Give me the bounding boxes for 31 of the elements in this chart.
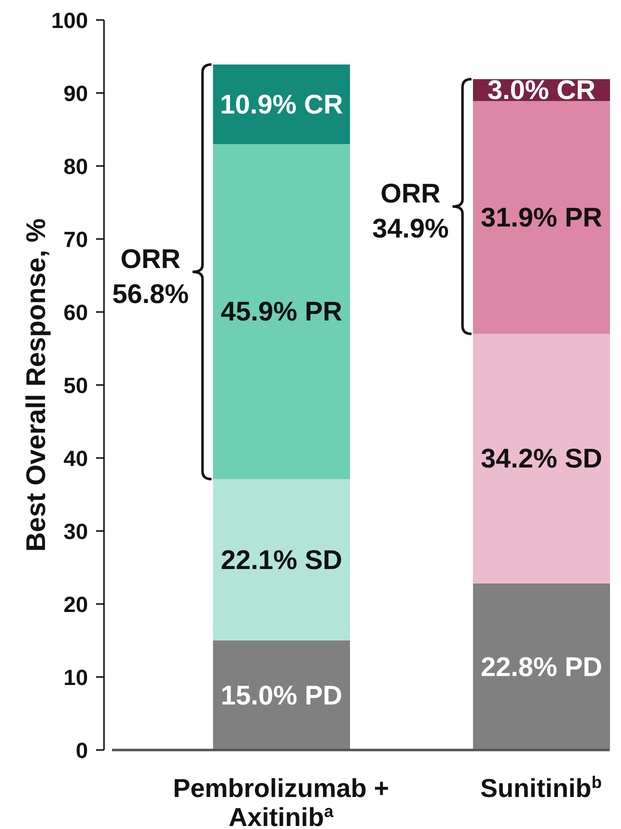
bar [473, 101, 610, 334]
y-tick-label: 50 [64, 372, 88, 398]
y-tick-label: 70 [64, 226, 88, 252]
annotation: ORR 56.8% [112, 244, 189, 309]
data-label: 22.8% PD [480, 652, 602, 682]
y-tick-label: 90 [64, 80, 88, 106]
y-tick-label: 30 [64, 518, 88, 544]
y-tick-label: 60 [64, 300, 88, 325]
bar [213, 640, 350, 750]
data-label: 10.9% CR [220, 89, 344, 120]
data-label: 22.1% SD [220, 544, 342, 575]
y-tick-label: 40 [64, 446, 88, 471]
data-label: 3.0% CR [487, 75, 596, 106]
y-tick-label: 0 [76, 738, 88, 763]
annotation: ORR 34.9% [372, 178, 449, 244]
y-tick-label: 10 [64, 664, 88, 690]
y-tick-label: 20 [64, 592, 88, 617]
data-label: 31.9% PR [480, 202, 602, 232]
bar [473, 334, 610, 584]
y-tick-label: 80 [64, 154, 88, 179]
x-tick-label: Sunitinib$^{b}$ [480, 772, 602, 803]
bar [213, 144, 350, 480]
bar [473, 584, 610, 750]
bar [213, 64, 350, 144]
data-label: 34.2% SD [480, 444, 602, 474]
bar [213, 479, 350, 640]
data-label: 45.9% PR [220, 296, 342, 327]
y-axis-title: Best Overall Response, % [21, 218, 51, 552]
y-tick-label: 100 [51, 8, 88, 33]
data-label: 15.0% PD [220, 680, 342, 710]
x-tick-label: Pembrolizumab + Axitinib$^{a}$ [173, 773, 389, 829]
